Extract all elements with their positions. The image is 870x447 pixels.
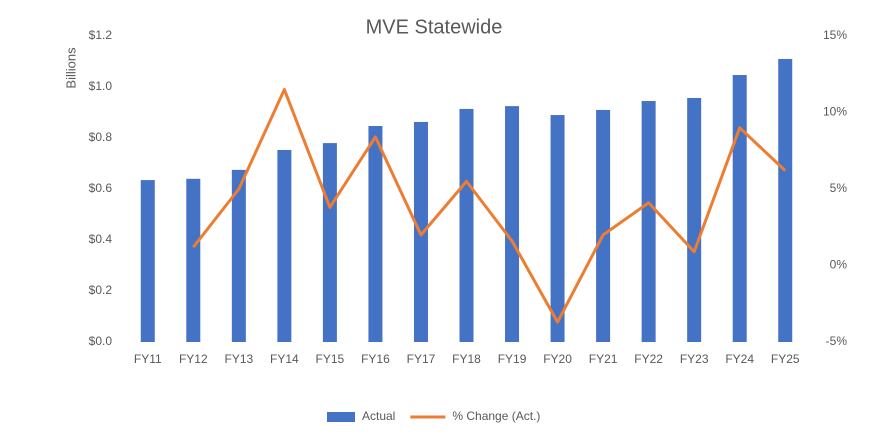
legend-label: % Change (Act.) [452, 409, 540, 423]
x-tick-label: FY12 [179, 352, 208, 366]
bar [505, 106, 520, 342]
bar [186, 178, 201, 342]
x-tick-label: FY25 [771, 352, 800, 366]
x-tick-label: FY21 [589, 352, 618, 366]
bar [322, 143, 337, 342]
x-tick-label: FY13 [224, 352, 253, 366]
y2-tick-label: 10% [823, 105, 847, 119]
line [192, 88, 787, 324]
x-tick-label: FY19 [498, 352, 527, 366]
x-tick-label: FY11 [134, 352, 162, 366]
y-tick-label: $0.2 [89, 283, 113, 297]
y2-tick-label: 0% [830, 258, 848, 272]
bar [459, 108, 474, 343]
x-tick-label: FY23 [680, 352, 709, 366]
bar [231, 169, 246, 342]
x-tick-label: FY20 [543, 352, 572, 366]
y-tick-label: $0.6 [89, 181, 113, 195]
bar [641, 101, 656, 343]
legend-swatch [327, 412, 355, 422]
bar [596, 109, 611, 342]
bar [778, 58, 793, 342]
y-tick-label: $0.0 [89, 334, 113, 348]
y-tick-label: $1.2 [89, 28, 113, 42]
y-tick-label: $0.8 [89, 130, 113, 144]
bar [550, 115, 565, 342]
bar [687, 97, 702, 342]
bar [140, 180, 155, 342]
x-tick-label: FY15 [316, 352, 345, 366]
x-tick-label: FY18 [452, 352, 481, 366]
y2-tick-label: 15% [823, 28, 847, 42]
bar [277, 149, 292, 342]
y2-tick-label: -5% [826, 334, 848, 348]
bar [732, 75, 747, 342]
y-axis-label: Billions [63, 47, 78, 89]
y-tick-label: $1.0 [89, 79, 113, 93]
x-tick-label: FY16 [361, 352, 390, 366]
x-tick-label: FY22 [634, 352, 663, 366]
legend-label: Actual [362, 409, 395, 423]
y2-tick-label: 5% [830, 181, 848, 195]
chart-title: MVE Statewide [366, 16, 503, 38]
x-tick-label: FY24 [725, 352, 754, 366]
y-tick-label: $0.4 [89, 232, 113, 246]
x-tick-label: FY14 [270, 352, 299, 366]
bar [368, 126, 383, 342]
x-tick-label: FY17 [407, 352, 436, 366]
